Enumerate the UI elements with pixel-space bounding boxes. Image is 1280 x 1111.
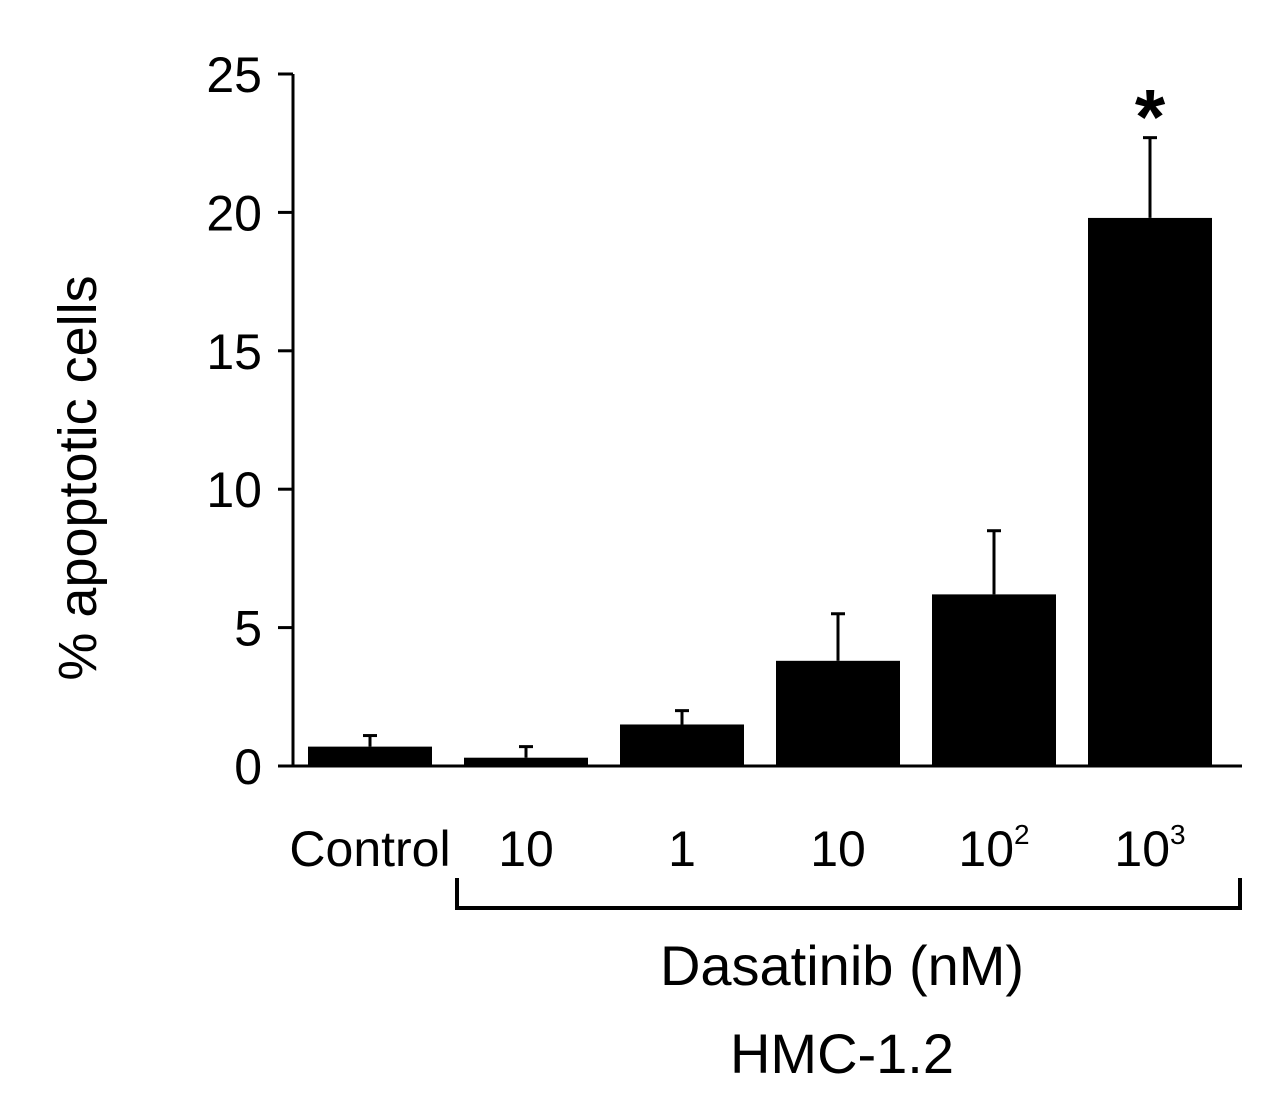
x-tick-label: Control (289, 821, 450, 877)
y-tick-label: 5 (234, 601, 262, 657)
x-axis-label: Dasatinib (nM) (660, 934, 1024, 997)
y-tick-label: 15 (206, 324, 262, 380)
x-tick-label: 10 (810, 821, 866, 877)
bar (1088, 217, 1212, 766)
y-axis-label: % apoptotic cells (48, 275, 108, 680)
dasatinib-bracket (455, 878, 1242, 910)
y-tick-label: 25 (206, 47, 262, 103)
y-tick-label: 20 (206, 185, 262, 241)
x-tick-label: 1 (668, 821, 696, 877)
bar (620, 724, 744, 766)
cell-line-label: HMC-1.2 (730, 1022, 954, 1085)
bar (932, 594, 1056, 766)
bar (464, 757, 588, 766)
bar (776, 660, 900, 766)
bar (308, 746, 432, 766)
x-tick-label: 10 (498, 821, 554, 877)
y-tick-label: 10 (206, 462, 262, 518)
x-tick-label: 103 (1114, 819, 1185, 877)
y-tick-label: 0 (234, 739, 262, 795)
significance-asterisk: * (1135, 73, 1166, 161)
x-tick-label: 102 (958, 819, 1029, 877)
